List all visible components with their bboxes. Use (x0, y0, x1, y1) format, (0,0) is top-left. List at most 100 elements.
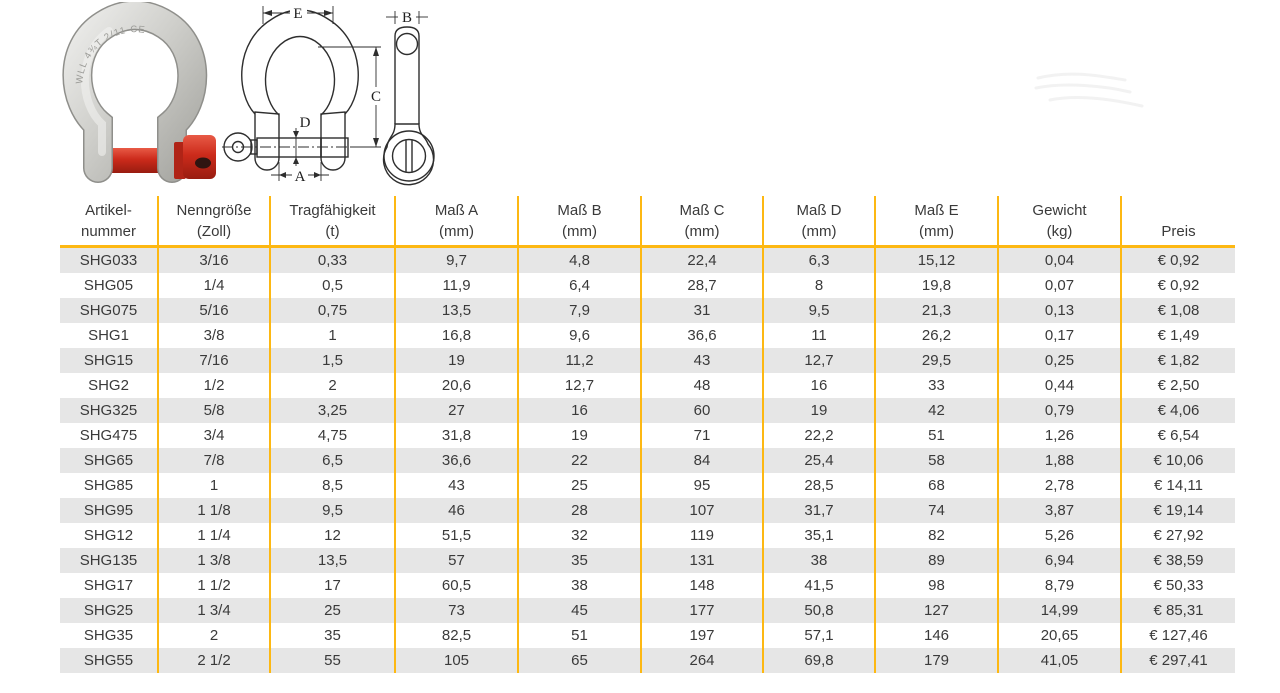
table-cell: 35 (518, 548, 642, 573)
table-cell: 12,7 (518, 373, 642, 398)
table-cell: 8 (763, 273, 876, 298)
dim-c-arrow-bottom (373, 138, 379, 147)
table-row: SHG075 5/16 0,75 13,5 7,9 31 9,5 21,3 0,13 € 1,08 (60, 298, 1235, 323)
dim-e-arrow-right (324, 10, 333, 16)
pin-side-section (395, 32, 419, 56)
table-cell: 1 (158, 473, 271, 498)
table-cell: 16,8 (395, 323, 519, 348)
table-cell: 7/8 (158, 448, 271, 473)
table-cell: 48 (641, 373, 764, 398)
table-cell: 19 (763, 398, 876, 423)
table-cell: 38 (763, 548, 876, 573)
table-cell: 15,12 (875, 246, 999, 273)
table-cell: 9,5 (763, 298, 876, 323)
table-cell: 25 (270, 598, 396, 623)
header-row: Artikel-nummer Nenngröße (Zoll) Tragfähigke… (60, 196, 1235, 248)
table-cell: SHG65 (60, 448, 159, 473)
table-cell: SHG135 (60, 548, 159, 573)
table-cell: 0,07 (998, 273, 1122, 298)
table-cell: 5/8 (158, 398, 271, 423)
table-cell: 107 (641, 498, 764, 523)
table-body: SHG033 3/16 0,33 9,7 4,8 22,4 6,3 15,12 0,04 € 0,… (60, 246, 1235, 673)
pin-side-shank (394, 26, 420, 124)
table-row: SHG25 1 3/4 25 73 45 177 50,8 127 14,99 € 85,31 (60, 598, 1235, 623)
table-cell: 11 (763, 323, 876, 348)
table-cell: 3/8 (158, 323, 271, 348)
column-header: Nenngröße (Zoll) (158, 196, 271, 248)
table-cell: 8,79 (998, 573, 1122, 598)
dim-b-label: B (402, 10, 412, 26)
table-cell: 1 3/8 (158, 548, 271, 573)
table-cell: 57 (395, 548, 519, 573)
table-cell: 264 (641, 648, 764, 673)
table-cell: 21,3 (875, 298, 999, 323)
shackle-pin-head-hole (195, 157, 211, 169)
table-cell: SHG25 (60, 598, 159, 623)
table-cell: SHG325 (60, 398, 159, 423)
column-header: Maß C (mm) (641, 196, 764, 248)
table-cell: 11,9 (395, 273, 519, 298)
table-cell: 20,6 (395, 373, 519, 398)
table-cell: SHG85 (60, 473, 159, 498)
table-cell: 4,75 (270, 423, 396, 448)
column-header-line: (mm) (439, 223, 474, 240)
dimension-drawing-bow-image: E C D A (222, 4, 384, 185)
table-cell: 29,5 (875, 348, 999, 373)
table-row: SHG135 1 3/8 13,5 57 35 131 38 89 6,94 € 38,59 (60, 548, 1235, 573)
drawing-leg-left (254, 111, 280, 171)
table-cell: € 14,11 (1154, 477, 1203, 494)
table-cell: € 1,82 (1157, 352, 1200, 369)
table-cell: 3,25 (270, 398, 396, 423)
table-cell: 26,2 (875, 323, 999, 348)
table-cell: 0,44 (998, 373, 1122, 398)
table-cell: 58 (875, 448, 999, 473)
table-cell: 16 (518, 398, 642, 423)
shackle-pin-head (183, 135, 216, 179)
dimension-drawing-bow: E C D A (222, 2, 384, 188)
dim-a-arrow-right (314, 172, 321, 178)
table-cell: € 0,92 (1157, 277, 1200, 294)
table-row: SHG05 1/4 0,5 11,9 6,4 28,7 8 19,8 0,07 € 0,92 (60, 273, 1235, 298)
table-cell: 31 (641, 298, 764, 323)
table-cell: 45 (518, 598, 642, 623)
table-cell: € 4,06 (1157, 402, 1200, 419)
column-header-line: Tragfähigkeit (289, 202, 376, 219)
table-cell: 5,26 (998, 523, 1122, 548)
column-header: Tragfähigkeit (t) (270, 196, 396, 248)
table-row: SHG17 1 1/2 17 60,5 38 148 41,5 98 8,79 € 50,33 (60, 573, 1235, 598)
table-cell: 73 (395, 598, 519, 623)
table-row: SHG1 3/8 1 16,8 9,6 36,6 11 26,2 0,17 € 1,49 (60, 323, 1235, 348)
table-cell: 33 (875, 373, 999, 398)
table-row: SHG15 7/16 1,5 19 11,2 43 12,7 29,5 0,25 € 1,82 (60, 348, 1235, 373)
table-cell: 8,5 (270, 473, 396, 498)
table-cell: 12 (270, 523, 396, 548)
table-cell: 0,25 (998, 348, 1122, 373)
table-cell: € 1,08 (1157, 302, 1200, 319)
dim-d-label: D (300, 115, 311, 131)
table-cell: 179 (875, 648, 999, 673)
column-header-line: (mm) (684, 223, 720, 240)
column-header-line: Maß E (914, 202, 959, 219)
table-cell: € 85,31 (1153, 602, 1204, 619)
table-cell: 7/16 (158, 348, 271, 373)
dim-e-label: E (293, 6, 302, 22)
table-cell: 148 (641, 573, 764, 598)
column-header-line: (kg) (1046, 223, 1073, 240)
table-cell: 65 (518, 648, 642, 673)
dim-e-labelbg (290, 4, 307, 21)
column-header: Artikel-nummer (60, 196, 159, 248)
column-header-line: Maß B (557, 202, 602, 219)
table-cell: € 19,14 (1153, 502, 1204, 519)
table-cell: SHG1 (60, 323, 159, 348)
table-cell: 19,8 (875, 273, 999, 298)
table-cell: 32 (518, 523, 642, 548)
table-cell: 7,9 (518, 298, 642, 323)
table-cell: 14,99 (998, 598, 1122, 623)
table-cell: 0,79 (998, 398, 1122, 423)
column-header-line: Maß C (679, 202, 725, 219)
table-cell: 0,17 (998, 323, 1122, 348)
table-cell: € 6,54 (1157, 427, 1200, 444)
table-cell: 3/16 (158, 246, 271, 273)
table-cell: SHG12 (60, 523, 159, 548)
